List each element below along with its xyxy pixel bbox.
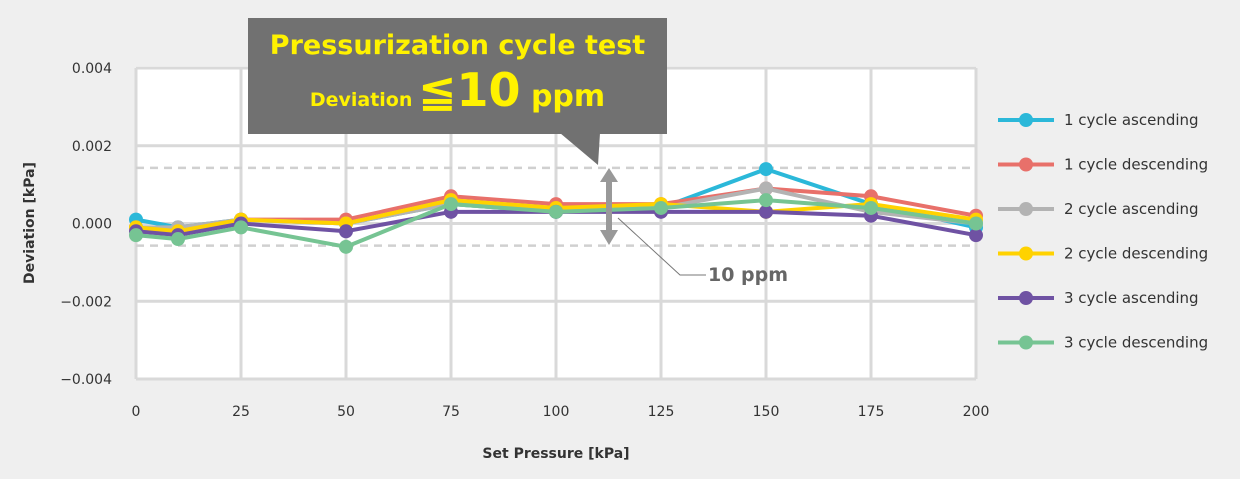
callout-tail [560, 133, 600, 165]
y-tick-label: 0.004 [72, 61, 112, 77]
x-tick-label: 150 [753, 404, 780, 420]
data-point [759, 181, 773, 196]
legend-marker [1019, 202, 1033, 216]
callout-deviation-unit: ppm [520, 79, 606, 114]
x-tick-label: 50 [337, 404, 355, 420]
data-point [234, 220, 248, 235]
legend-item: 1 cycle ascending [998, 111, 1199, 129]
series-3-cycle-descending [129, 193, 983, 254]
x-tick-label: 125 [648, 404, 675, 420]
legend-label: 3 cycle ascending [1064, 289, 1199, 307]
data-point [969, 228, 983, 243]
series-line [135, 209, 977, 238]
data-point [129, 228, 143, 243]
x-tick-label: 25 [232, 404, 250, 420]
x-tick-label: 75 [442, 404, 460, 420]
x-tick-label: 100 [543, 404, 570, 420]
legend-label: 1 cycle ascending [1064, 111, 1199, 129]
range-arrow-icon [600, 168, 618, 245]
callout-deviation-label: Deviation [309, 89, 413, 111]
data-point [444, 197, 458, 212]
legend-label: 2 cycle ascending [1064, 200, 1199, 218]
data-point [864, 200, 878, 215]
callout-box: Pressurization cycle test Deviation ≦10 … [248, 18, 667, 134]
data-point [339, 239, 353, 254]
x-axis-label: Set Pressure [kPa] [482, 446, 629, 462]
legend-marker [1019, 246, 1033, 261]
data-point [171, 232, 185, 247]
y-tick-label: −0.002 [60, 294, 112, 310]
legend-label: 3 cycle descending [1064, 334, 1208, 352]
legend-item: 1 cycle descending [998, 156, 1208, 174]
callout-deviation-value: ≦10 [417, 63, 521, 117]
x-tick-label: 200 [963, 404, 990, 420]
x-tick-label: 0 [132, 404, 141, 420]
data-point [759, 204, 773, 219]
y-tick-label: 0.002 [72, 139, 112, 155]
legend-marker [1019, 157, 1033, 172]
data-point [549, 204, 563, 219]
data-point [339, 224, 353, 239]
x-tick-label: 175 [858, 404, 885, 420]
annotation-leader-line [617, 217, 706, 276]
legend-marker [1019, 335, 1033, 350]
data-point [969, 216, 983, 231]
legend-item: 3 cycle ascending [998, 289, 1199, 307]
y-axis-label: Deviation [kPa] [22, 162, 38, 284]
legend-label: 2 cycle descending [1064, 245, 1208, 263]
legend-marker [1019, 291, 1033, 305]
y-tick-label: 0.000 [72, 217, 112, 233]
data-point [759, 162, 773, 177]
data-point [759, 193, 773, 208]
legend-item: 2 cycle descending [998, 245, 1208, 263]
y-tick-label: −0.004 [60, 372, 112, 388]
data-point [654, 200, 668, 215]
annotation-10ppm: 10 ppm [708, 264, 788, 286]
series-line [135, 198, 977, 249]
series-line [135, 198, 977, 234]
legend-marker [1019, 113, 1033, 127]
legend-item: 2 cycle ascending [998, 200, 1199, 218]
callout-title: Pressurization cycle test [269, 30, 646, 61]
legend-label: 1 cycle descending [1064, 156, 1208, 174]
legend-item: 3 cycle descending [998, 334, 1208, 352]
